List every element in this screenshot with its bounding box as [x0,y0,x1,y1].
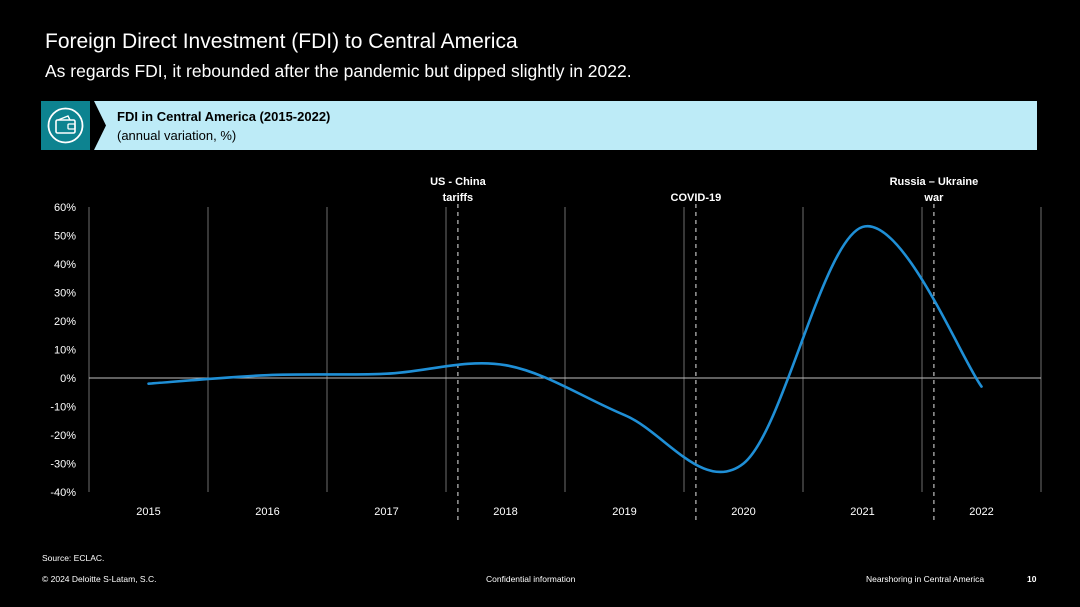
fdi-line-chart: US - China tariffs COVID-19 Russia – Ukrain… [50,176,1042,520]
wallet-icon [47,107,84,144]
x-tick-label: 2015 [136,506,160,518]
vertical-gridlines [88,207,1042,492]
confidential-label: Confidential information [486,574,576,584]
y-tick-label: 40% [54,259,76,271]
x-tick-label: 2019 [612,506,636,518]
y-tick-label: -30% [50,459,76,471]
y-axis-ticks: 60% 50% 40% 30% 20% 10% 0% -10% -20% -30% -40% [50,202,76,499]
y-tick-label: 50% [54,231,76,243]
event-label: Russia – Ukraine war [890,176,979,204]
y-tick-label: -20% [50,430,76,442]
x-tick-label: 2017 [374,506,398,518]
y-tick-label: -40% [50,487,76,499]
copyright: © 2024 Deloitte S-Latam, S.C. [42,574,157,584]
banner-body [90,101,1037,150]
x-tick-label: 2020 [731,506,755,518]
banner-title: FDI in Central America (2015-2022) [117,109,331,124]
source-note: Source: ECLAC. [42,553,105,563]
x-tick-label: 2016 [255,506,279,518]
x-tick-label: 2018 [493,506,517,518]
event-label: COVID-19 [671,192,722,204]
report-name: Nearshoring in Central America [866,574,985,584]
y-tick-label: 60% [54,202,76,214]
page-number: 10 [1027,574,1037,584]
y-tick-label: 10% [54,345,76,357]
chevron-right-icon [90,101,106,150]
chart-banner: FDI in Central America (2015-2022) (annu… [41,101,1037,150]
series-lines [147,225,983,474]
slide-title: Foreign Direct Investment (FDI) to Centr… [45,30,518,53]
x-axis-ticks: 2015 2016 2017 2018 2019 2020 2021 2022 [136,506,993,518]
y-tick-label: 30% [54,288,76,300]
banner-icon-box [41,101,90,150]
slide-subtitle: As regards FDI, it rebounded after the p… [45,61,632,81]
event-markers: US - China tariffs COVID-19 Russia – Ukrain… [430,176,978,520]
y-tick-label: -10% [50,402,76,414]
banner-subtitle: (annual variation, %) [117,128,237,143]
event-label: US - China tariffs [430,176,486,204]
x-tick-label: 2021 [850,506,874,518]
y-tick-label: 20% [54,316,76,328]
y-tick-label: 0% [60,373,76,385]
x-tick-label: 2022 [969,506,993,518]
